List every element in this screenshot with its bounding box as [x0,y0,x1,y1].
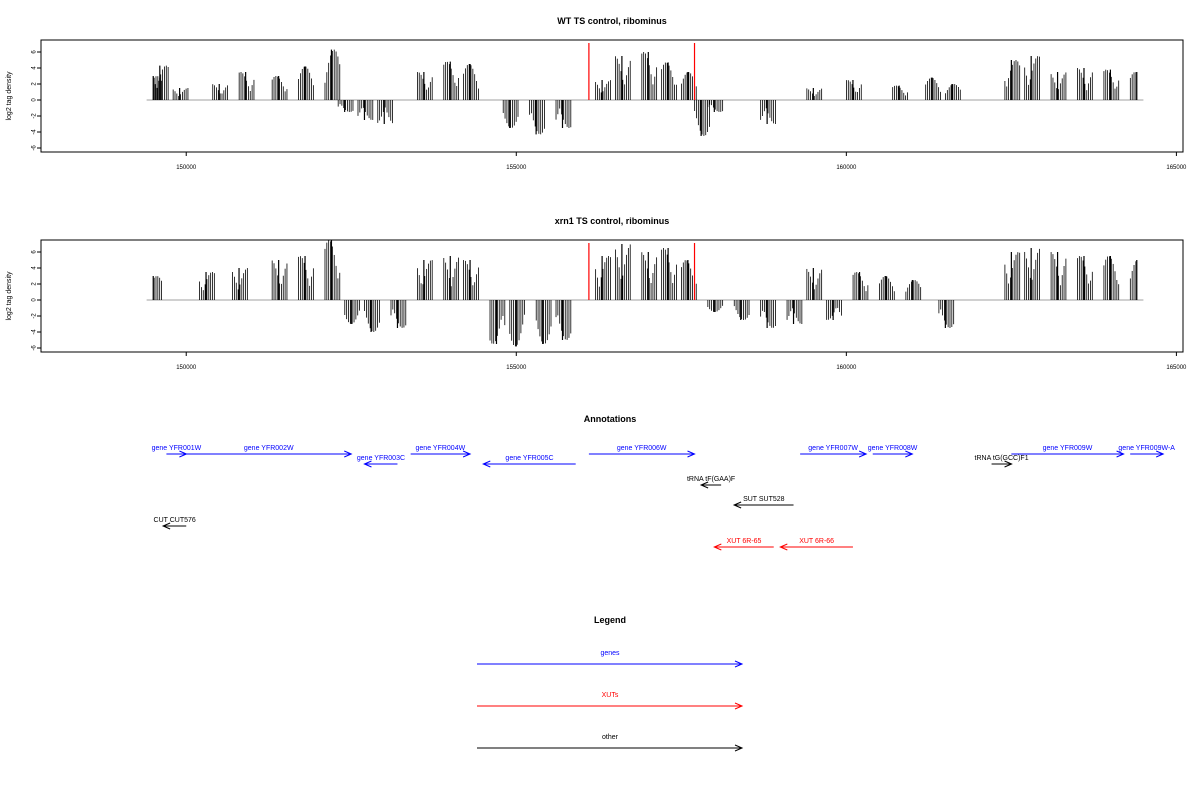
y-tick-label: -6 [32,145,38,151]
feature-gene: gene YFR004W [410,445,472,458]
arrowhead [687,450,696,458]
arrowhead [344,450,353,458]
legend-label: genes [600,650,620,657]
feature-label: XUT 6R-65 [727,538,762,545]
arrowhead [734,702,744,710]
arrowhead [779,543,788,551]
legend-panel: Legend genes XUTs other [477,615,744,752]
panel-title: WT TS control, ribominus [557,16,667,26]
x-tick-label: 155000 [506,365,527,371]
feature-gene: gene YFR001W [152,445,202,458]
y-tick-label: 6 [32,50,38,54]
feature-label: gene YFR005C [505,455,553,462]
feature-xut: XUT 6R-66 [779,538,853,551]
arrowhead [858,450,868,458]
arrowhead [161,522,171,530]
feature-label: SUT SUT528 [743,496,785,503]
feature-label: gene YFR003C [357,455,405,462]
y-tick-label: -2 [32,113,38,119]
y-tick-label: -2 [32,313,38,319]
legend-label: XUTs [602,692,619,699]
y-tick-label: 0 [32,298,38,302]
feature-other: tRNA tG(GCC)F1 [975,455,1029,468]
feature-gene: gene YFR009W [1011,445,1125,458]
feature-label: gene YFR004W [416,445,466,452]
y-tick-label: -6 [32,345,38,351]
arrowhead [462,450,472,458]
feature-label: gene YFR002W [244,445,294,452]
y-tick-label: 4 [32,66,38,70]
legend-item: genes [477,650,744,668]
feature-other: tRNA tF(GAA)F [687,476,735,489]
wt-density-panel: WT TS control, ribominus log2 tag density… [6,16,1187,171]
arrowhead [732,501,742,509]
feature-other: SUT SUT528 [732,496,794,509]
feature-other: CUT CUT576 [154,517,196,530]
x-tick-label: 160000 [836,165,857,171]
feature-label: gene YFR009W [1043,445,1093,452]
y-tick-label: 2 [32,282,38,286]
arrowhead [1004,460,1013,468]
panel-title: xrn1 TS control, ribominus [555,216,670,226]
density-bars [152,49,1138,136]
y-tick-label: 2 [32,82,38,86]
x-tick-label: 150000 [176,165,197,171]
legend-item: other [477,734,744,752]
legend-item: XUTs [477,692,744,710]
y-tick-label: 4 [32,266,38,270]
annotations-title: Annotations [584,414,637,424]
feature-label: XUT 6R-66 [799,538,834,545]
feature-gene: gene YFR006W [588,445,696,458]
feature-gene: gene YFR008W [868,445,918,458]
y-tick-label: 6 [32,250,38,254]
arrowhead [482,460,491,468]
arrowhead [713,543,722,551]
x-tick-label: 150000 [176,365,197,371]
y-tick-label: -4 [32,329,38,335]
feature-label: gene YFR007W [808,445,858,452]
feature-label: tRNA tG(GCC)F1 [975,455,1029,462]
xrn1-density-panel: xrn1 TS control, ribominus log2 tag densi… [6,216,1187,371]
arrowhead [1156,450,1165,458]
feature-label: gene YFR006W [617,445,667,452]
plot-frame [40,239,1184,353]
legend-title: Legend [594,615,626,625]
arrowhead [1116,450,1125,458]
arrowhead [734,660,744,668]
feature-label: tRNA tF(GAA)F [687,476,735,483]
feature-gene: gene YFR003C [357,455,405,468]
legend-label: other [602,734,619,741]
x-tick-label: 165000 [1166,365,1187,371]
feature-label: CUT CUT576 [154,517,196,524]
density-bars [152,240,1138,347]
x-tick-label: 155000 [506,165,527,171]
y-axis-label: log2 tag density [6,271,13,321]
feature-gene: gene YFR007W [800,445,868,458]
feature-xut: XUT 6R-65 [713,538,774,551]
x-tick-label: 160000 [836,365,857,371]
x-tick-label: 165000 [1166,165,1187,171]
feature-label: gene YFR009W-A [1118,445,1175,452]
y-tick-label: -4 [32,129,38,135]
arrowhead [734,744,744,752]
arrowhead [699,481,709,489]
y-tick-label: 0 [32,98,38,102]
feature-gene: gene YFR009W-A [1118,445,1175,458]
y-axis-label: log2 tag density [6,71,13,121]
arrowhead [905,450,914,458]
feature-gene: gene YFR005C [482,455,576,468]
arrowhead [363,460,372,468]
feature-label: gene YFR008W [868,445,918,452]
feature-gene: gene YFR002W [186,445,353,458]
feature-label: gene YFR001W [152,445,202,452]
annotations-panel: Annotations gene YFR001W gene YFR002W gene … [152,414,1175,551]
plot-frame [40,39,1184,153]
